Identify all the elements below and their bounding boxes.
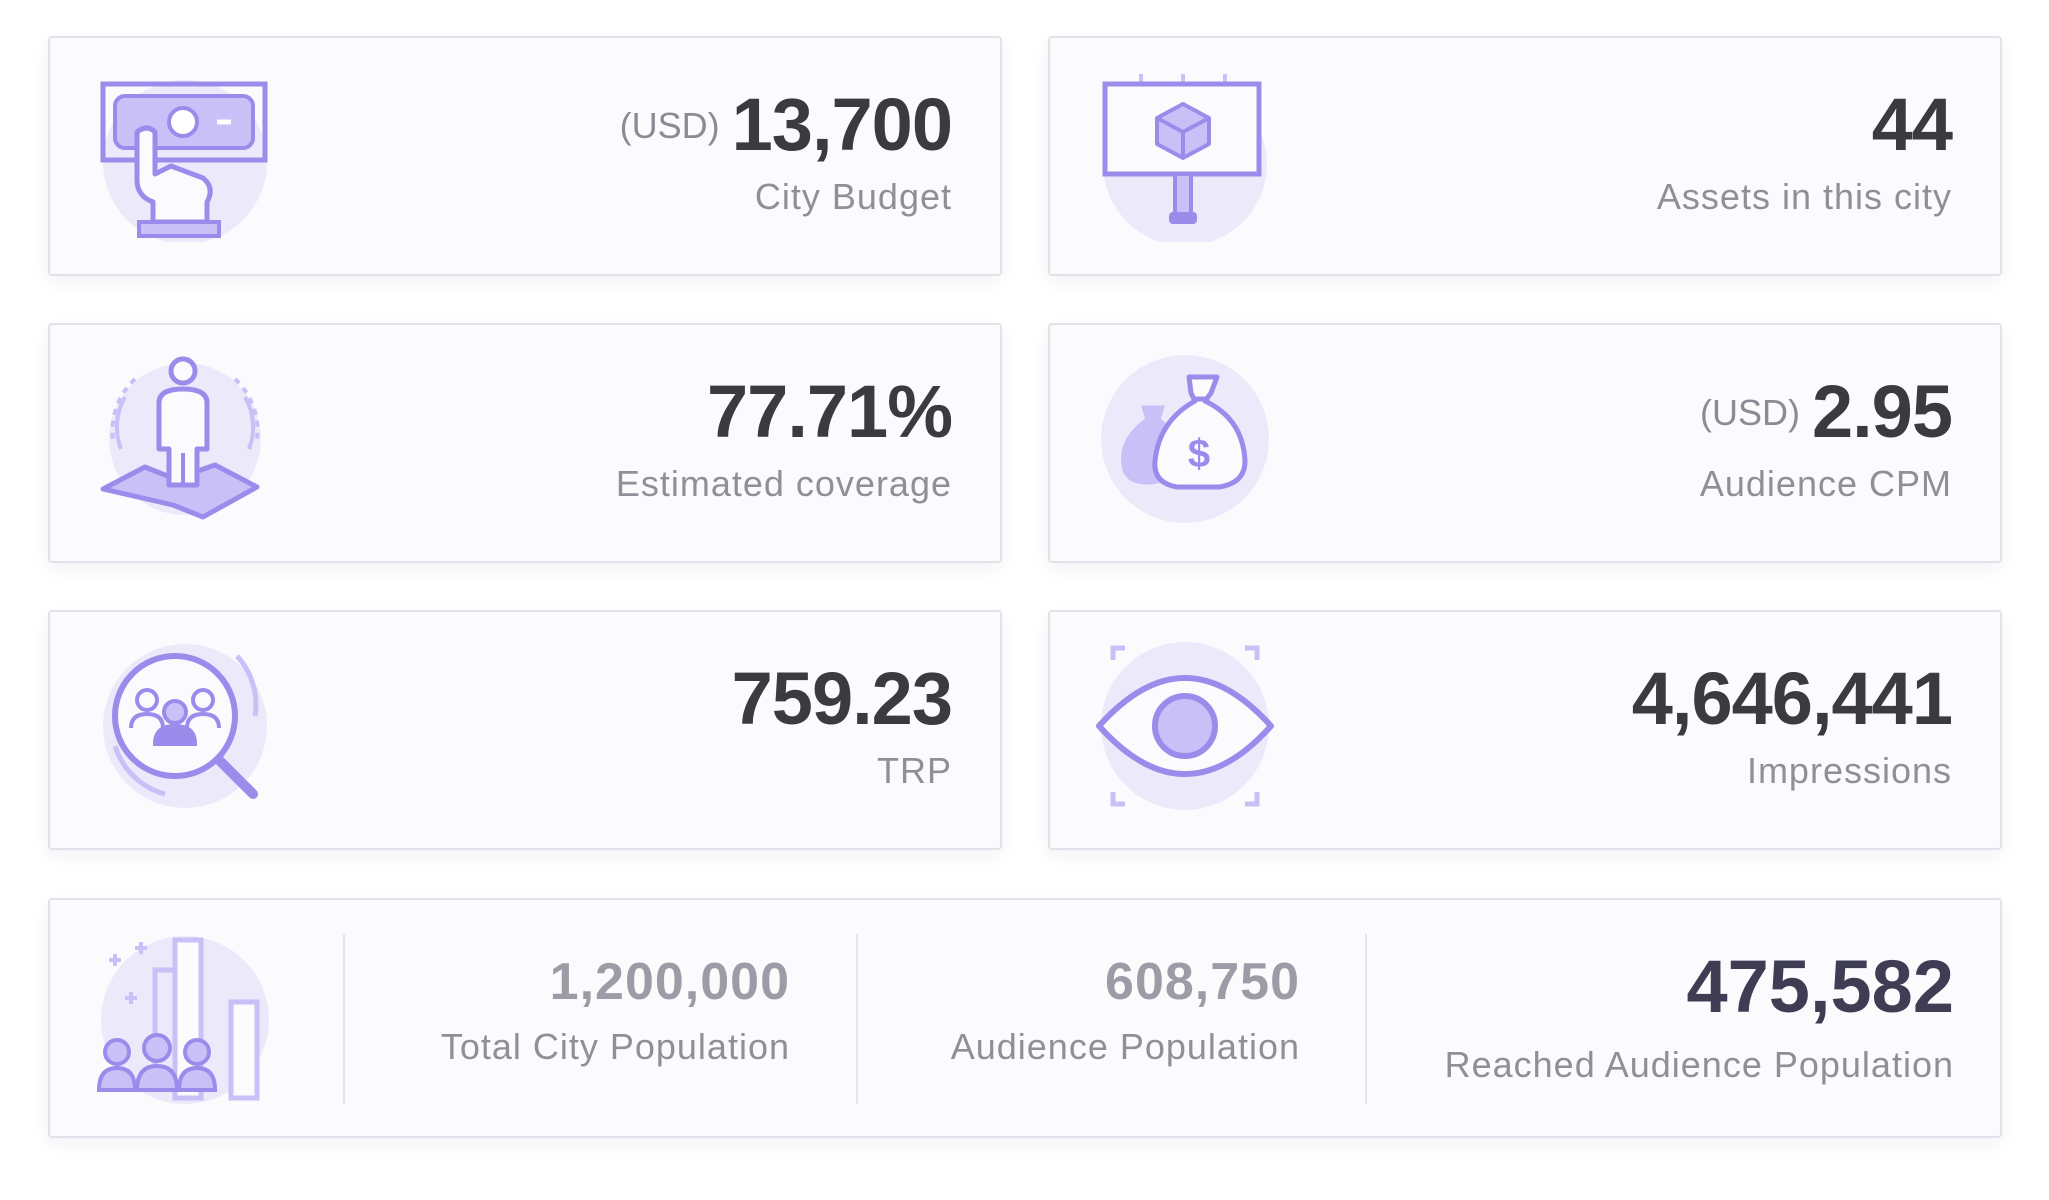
population-chart-icon <box>95 930 275 1110</box>
total-population-metric: 1,200,000 Total City Population <box>441 956 790 1068</box>
audience-population-label: Audience Population <box>950 1026 1300 1067</box>
audience-search-icon <box>95 636 275 816</box>
assets-metric: 44 Assets in this city <box>1656 88 1953 218</box>
cpm-card: $ (USD) 2.95 Audience CPM <box>1048 323 2002 563</box>
cpm-value: 2.95 <box>1811 370 1953 453</box>
person-on-map-icon <box>95 349 275 529</box>
cpm-label: Audience CPM <box>1699 463 1952 504</box>
city-budget-card: (USD) 13,700 City Budget <box>48 36 1002 276</box>
audience-population-metric: 608,750 Audience Population <box>951 956 1300 1068</box>
coverage-value: 77.71% <box>707 370 953 453</box>
reached-population-label: Reached Audience Population <box>1444 1044 1954 1085</box>
reached-population-value: 475,582 <box>1686 945 1955 1028</box>
coverage-metric: 77.71% Estimated coverage <box>615 375 953 505</box>
audience-population-value: 608,750 <box>1105 953 1300 1011</box>
impressions-value: 4,646,441 <box>1631 657 1953 740</box>
currency-unit: (USD) <box>1699 392 1800 433</box>
trp-value: 759.23 <box>731 657 953 740</box>
trp-label: TRP <box>877 750 952 791</box>
reached-population-metric: 475,582 Reached Audience Population <box>1445 950 1954 1086</box>
city-budget-label: City Budget <box>754 176 952 217</box>
impressions-metric: 4,646,441 Impressions <box>1632 662 1953 792</box>
coverage-label: Estimated coverage <box>615 463 952 504</box>
money-bags-icon: $ <box>1095 349 1275 529</box>
impressions-card: 4,646,441 Impressions <box>1048 610 2002 850</box>
assets-card: 44 Assets in this city <box>1048 36 2002 276</box>
assets-value: 44 <box>1871 83 1953 166</box>
total-population-label: Total City Population <box>440 1026 790 1067</box>
svg-text:$: $ <box>1188 432 1210 476</box>
money-hand-icon <box>95 62 275 242</box>
divider <box>343 934 345 1104</box>
coverage-card: 77.71% Estimated coverage <box>48 323 1002 563</box>
currency-unit: (USD) <box>619 105 720 146</box>
assets-label: Assets in this city <box>1656 176 1952 217</box>
billboard-box-icon <box>1095 62 1275 242</box>
cpm-metric: (USD) 2.95 Audience CPM <box>1699 375 1953 505</box>
impressions-label: Impressions <box>1746 750 1952 791</box>
city-budget-metric: (USD) 13,700 City Budget <box>619 88 953 218</box>
eye-icon <box>1095 636 1275 816</box>
total-population-value: 1,200,000 <box>549 953 790 1011</box>
divider <box>1365 934 1367 1104</box>
population-card: 1,200,000 Total City Population 608,750 … <box>48 898 2002 1138</box>
city-budget-value: 13,700 <box>731 83 953 166</box>
divider <box>856 934 858 1104</box>
trp-metric: 759.23 TRP <box>732 662 953 792</box>
trp-card: 759.23 TRP <box>48 610 1002 850</box>
